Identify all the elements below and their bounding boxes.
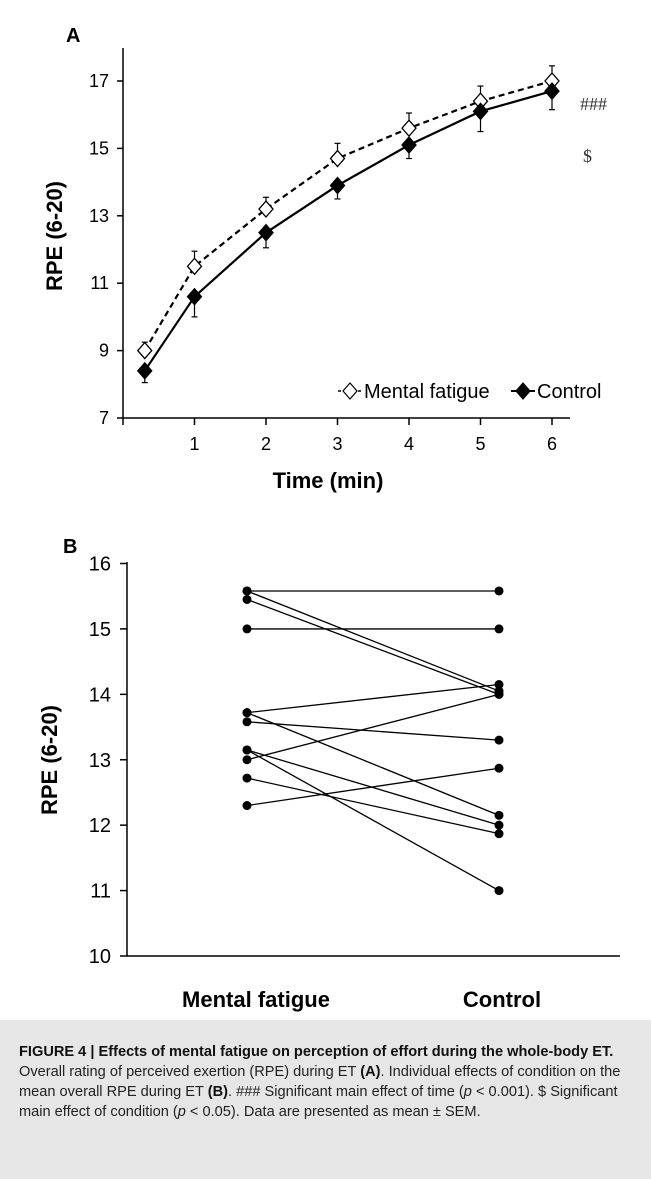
panel-b-point-control xyxy=(494,829,504,839)
panel-b-point-mental-fatigue xyxy=(242,624,252,634)
panel-a-point-control xyxy=(186,287,203,306)
panel-b-point-mental-fatigue xyxy=(242,586,252,596)
panel-a-x-tick-label: 5 xyxy=(475,434,485,454)
panel-a-line-control xyxy=(143,90,553,372)
panel-b-category-label: Mental fatigue xyxy=(182,987,330,1012)
panel-b-point-control xyxy=(494,689,504,699)
panel-a-letter: A xyxy=(66,25,80,47)
panel-a-point-mental-fatigue xyxy=(329,149,346,168)
caption-text-3: . ### Significant main effect of time ( xyxy=(228,1084,464,1100)
panel-a-point-mental-fatigue xyxy=(401,119,417,138)
panel-a-y-tick-label: 11 xyxy=(90,273,109,293)
panel-b-y-tick-label: 16 xyxy=(89,554,111,576)
legend-marker-control xyxy=(515,382,531,400)
panel-b-pair-line xyxy=(246,598,500,695)
legend-marker-mental-fatigue xyxy=(342,382,358,400)
panel-a-point-mental-fatigue xyxy=(186,257,203,276)
panel-a-annotation-time: ### xyxy=(580,94,607,114)
panel-b-y-tick-label: 14 xyxy=(89,684,111,706)
panel-b-point-control xyxy=(494,810,504,820)
panel-a-x-tick-label: 1 xyxy=(189,434,199,454)
panel-a-x-tick-label: 6 xyxy=(547,434,557,454)
panel-b-point-mental-fatigue xyxy=(242,773,252,783)
panel-a-point-mental-fatigue xyxy=(258,200,274,219)
panel-b-point-mental-fatigue xyxy=(242,755,252,765)
caption-heading: FIGURE 4 | Effects of mental fatigue on … xyxy=(19,1044,614,1060)
panel-a-x-tick-label: 2 xyxy=(261,434,271,454)
panel-b-category-label: Control xyxy=(463,987,541,1012)
panel-a-x-tick-label: 4 xyxy=(404,434,414,454)
panel-b-pair-line xyxy=(246,721,500,741)
panel-a-x-tick-label: 3 xyxy=(332,434,342,454)
panel-a-point-control xyxy=(472,102,489,121)
panel-b-pair-line xyxy=(246,590,500,692)
panel-a-line-mental-fatigue xyxy=(143,79,553,352)
panel-b-pair-line xyxy=(246,693,500,761)
panel-b-y-axis-title: RPE (6-20) xyxy=(37,705,62,815)
panel-b-point-control xyxy=(494,624,504,634)
panel-b-pair-line xyxy=(246,777,500,835)
panel-b-point-mental-fatigue xyxy=(242,801,252,811)
panel-a-point-control xyxy=(401,136,417,155)
panel-b-pair-line xyxy=(246,683,500,714)
panel-b-y-tick-label: 10 xyxy=(89,946,111,968)
panel-b-point-control xyxy=(494,735,504,745)
panel-a-y-tick-label: 15 xyxy=(89,138,109,158)
caption-ref-a: (A) xyxy=(360,1064,381,1080)
caption-text-2: . Individual effects of condition on the… xyxy=(19,1064,621,1100)
panel-b-y-tick-label: 11 xyxy=(90,881,111,903)
panel-b-point-mental-fatigue xyxy=(242,745,252,755)
panel-a-y-axis-title: RPE (6-20) xyxy=(42,181,67,291)
panel-a-point-control xyxy=(258,223,274,242)
legend-label-mental-fatigue: Mental fatigue xyxy=(364,381,490,403)
panel-a-point-mental-fatigue xyxy=(136,341,153,360)
panel-a-y-tick-label: 13 xyxy=(89,206,109,226)
panel-b-point-mental-fatigue xyxy=(242,594,252,604)
panel-b-pair-line xyxy=(246,749,500,892)
panel-a-x-axis-title: Time (min) xyxy=(273,468,384,493)
panel-b-point-control xyxy=(494,680,504,690)
caption-text-5: < 0.05). Data are presented as mean ± SE… xyxy=(185,1104,481,1120)
panel-b-y-tick-label: 12 xyxy=(89,815,111,837)
panel-b-point-mental-fatigue xyxy=(242,717,252,727)
legend-label-control: Control xyxy=(537,381,601,403)
figure-caption: FIGURE 4 | Effects of mental fatigue on … xyxy=(0,1020,651,1179)
caption-text-4: < 0.001). $ Significant main effect of c… xyxy=(19,1084,618,1120)
panel-a-y-tick-label: 7 xyxy=(99,408,109,428)
caption-p-symbol-2: p xyxy=(177,1104,186,1120)
panel-a-y-tick-label: 17 xyxy=(89,71,109,91)
panel-b-y-tick-label: 15 xyxy=(89,619,111,641)
panel-a-point-control xyxy=(329,176,346,195)
caption-ref-b: (B) xyxy=(207,1084,228,1100)
panel-b-point-control xyxy=(494,763,504,773)
panel-a-y-tick-label: 9 xyxy=(99,341,109,361)
caption-p-symbol-1: p xyxy=(463,1084,472,1100)
panel-a-point-control xyxy=(544,82,560,101)
panel-b-point-control xyxy=(494,886,504,896)
caption-text-1: Overall rating of perceived exertion (RP… xyxy=(19,1064,361,1080)
panel-b-point-control xyxy=(494,820,504,830)
panel-b-point-control xyxy=(494,586,504,596)
panel-b-letter: B xyxy=(63,536,77,558)
panel-b-pair-line xyxy=(246,712,500,816)
panel-b-y-tick-label: 13 xyxy=(89,750,111,772)
panel-b-pair-line xyxy=(246,767,500,807)
panel-a-annotation-condition: $ xyxy=(583,146,592,166)
panel-a-point-control xyxy=(136,361,153,380)
panel-b-point-mental-fatigue xyxy=(242,708,252,718)
